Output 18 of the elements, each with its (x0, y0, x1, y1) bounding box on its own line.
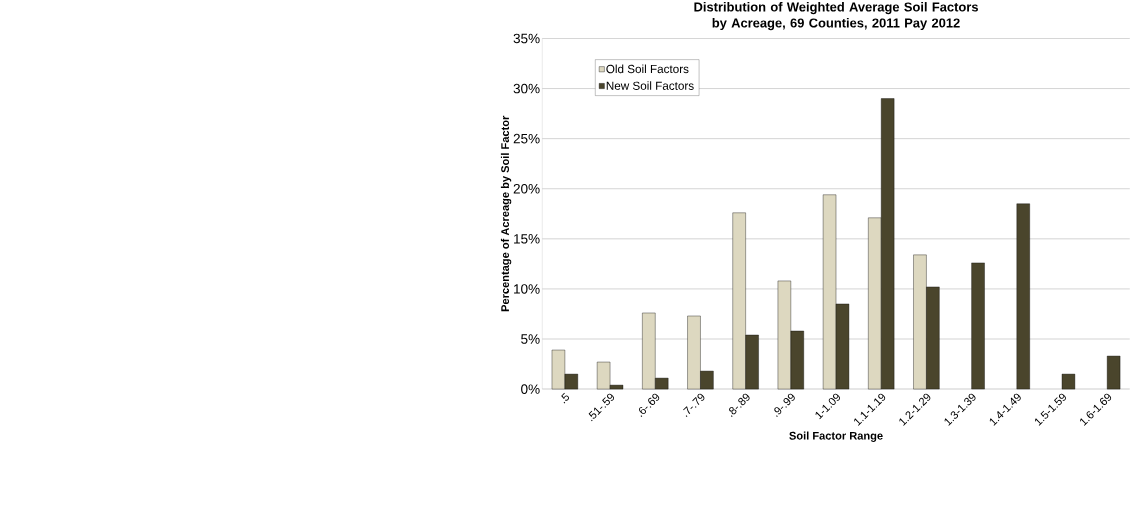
y-tick-label: 10% (514, 283, 540, 294)
x-axis-title: Soil Factor Range (789, 431, 883, 442)
bar (1106, 355, 1121, 390)
bar (971, 262, 985, 390)
x-tick-label: .5 (561, 392, 570, 404)
y-tick-label: 30% (513, 83, 540, 94)
y-tick-label: 20% (513, 183, 540, 194)
y-axis-title: Percentage of Acreage by Soil Factor (500, 115, 512, 312)
y-tick-label: 0% (521, 384, 540, 394)
legend-label: New Soil Factors (606, 81, 694, 90)
bar (1016, 203, 1030, 390)
y-tick-label: 25% (513, 133, 540, 144)
y-tick-label: 5% (521, 334, 540, 344)
chart-title: Distribution of Weighted Average Soil Factors by Acreage, 69 Counties, 2011 Pay 2012 (694, 1, 978, 30)
legend-label: Old Soil Factors (606, 64, 689, 73)
bar (1061, 373, 1076, 390)
y-tick-label: 35% (513, 33, 540, 44)
y-tick-label: 15% (514, 233, 540, 244)
